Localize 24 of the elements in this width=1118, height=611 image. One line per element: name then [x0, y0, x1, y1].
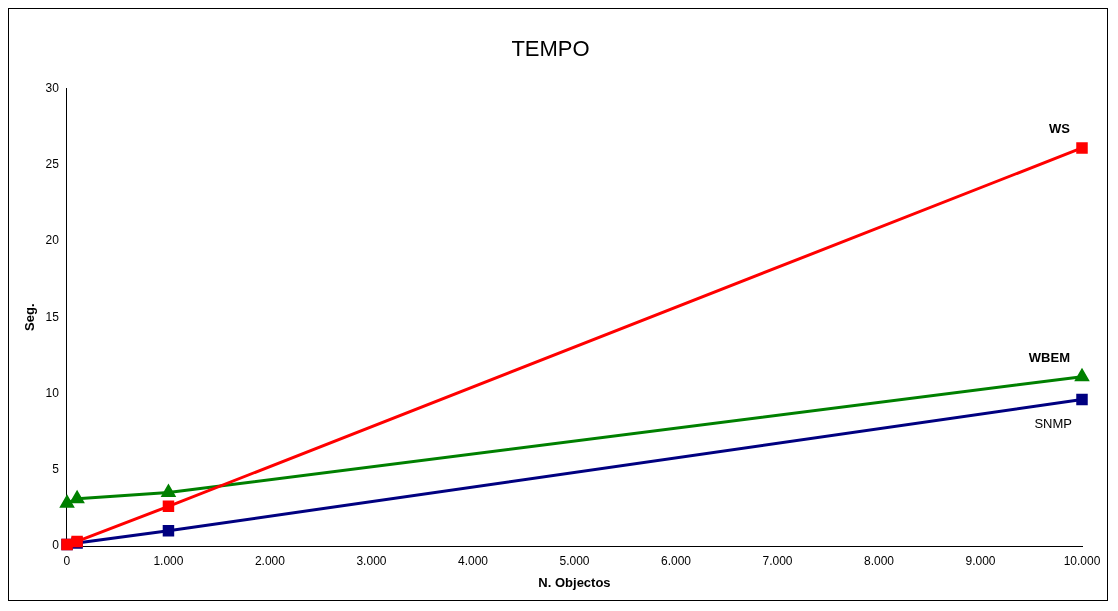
x-tick-label: 8.000	[863, 553, 895, 568]
series-label: SNMP	[1034, 415, 1072, 431]
x-tick-label: 4.000	[457, 553, 489, 568]
x-axis-title: N. Objectos	[538, 574, 611, 590]
series-label: WBEM	[1028, 349, 1070, 365]
y-tick-label: 30	[45, 80, 60, 95]
x-tick-label: 10.000	[1063, 553, 1101, 568]
series-label: WS	[1049, 120, 1071, 136]
y-axis-title: Seg.	[22, 303, 38, 331]
x-tick-label: 3.000	[356, 553, 387, 568]
x-tick-label: 2.000	[254, 553, 286, 568]
x-tick-label: 9.000	[965, 553, 996, 568]
x-tick-label: 0	[63, 553, 71, 568]
x-tick-label: 7.000	[762, 553, 793, 568]
y-tick-label: 5	[52, 462, 60, 477]
y-tick-label: 10	[45, 385, 60, 400]
x-tick-label: 1.000	[153, 553, 184, 568]
y-tick-label: 20	[45, 233, 60, 248]
y-tick-label: 0	[52, 538, 60, 553]
x-tick-label: 5.000	[559, 553, 590, 568]
chart-title: TEMPO	[511, 36, 590, 62]
x-tick-label: 6.000	[660, 553, 692, 568]
y-tick-label: 15	[45, 309, 60, 324]
y-tick-label: 25	[45, 156, 60, 171]
